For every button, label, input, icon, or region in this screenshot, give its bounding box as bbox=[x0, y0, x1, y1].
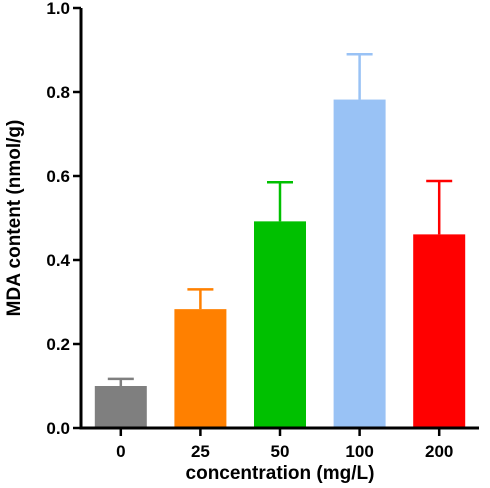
x-tick-label-25: 25 bbox=[191, 442, 210, 461]
y-tick-label-0.8: 0.8 bbox=[46, 83, 70, 102]
x-tick-label-200: 200 bbox=[425, 442, 453, 461]
y-tick-label-0.0: 0.0 bbox=[46, 419, 70, 438]
bars-layer bbox=[94, 99, 466, 428]
bar-100 bbox=[333, 99, 386, 428]
bar-25 bbox=[174, 309, 227, 428]
bar-200 bbox=[413, 234, 466, 428]
bar-0 bbox=[94, 386, 147, 428]
x-tick-label-100: 100 bbox=[345, 442, 373, 461]
y-tick-label-1.0: 1.0 bbox=[46, 0, 70, 18]
y-tick-label-0.6: 0.6 bbox=[46, 167, 70, 186]
x-tick-label-0: 0 bbox=[116, 442, 125, 461]
y-tick-label-0.4: 0.4 bbox=[46, 251, 70, 270]
y-tick-label-0.2: 0.2 bbox=[46, 335, 70, 354]
bar-50 bbox=[254, 221, 306, 428]
y-axis-title: MDA content (nmol/g) bbox=[4, 120, 25, 317]
x-ticks-layer: 0 25 50 100 200 bbox=[116, 428, 453, 461]
x-axis-title: concentration (mg/L) bbox=[186, 463, 375, 484]
y-ticks-layer: 0.0 0.2 0.4 0.6 0.8 1.0 bbox=[46, 0, 81, 438]
error-bars-layer bbox=[107, 52, 453, 386]
x-tick-label-50: 50 bbox=[271, 442, 290, 461]
